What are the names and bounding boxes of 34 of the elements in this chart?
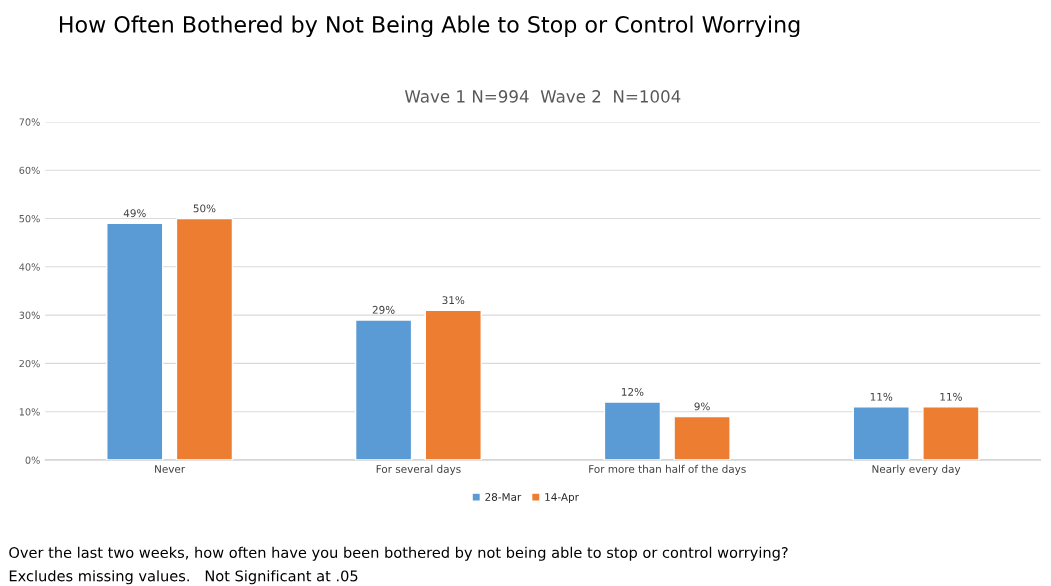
y-tick-label: 30% xyxy=(19,311,40,319)
y-tick-label: 20% xyxy=(19,359,40,368)
data-label: 11% xyxy=(940,392,962,401)
x-tick-label: Never xyxy=(155,465,186,473)
legend-label: 28-Mar xyxy=(485,493,522,501)
x-tick-label: For more than half of the days xyxy=(589,464,746,475)
bar xyxy=(673,415,731,461)
data-label: 31% xyxy=(442,296,465,305)
y-tick-label: 50% xyxy=(19,214,40,223)
y-tick-label: 10% xyxy=(19,408,40,416)
y-tick-label: 40% xyxy=(19,263,40,271)
data-label: 49% xyxy=(123,209,146,218)
data-label: 29% xyxy=(372,305,395,314)
data-label: 50% xyxy=(193,204,216,213)
text: Over the last two weeks, how often have you been bothered by not being able to stop or control worrying? xyxy=(9,546,788,561)
bar xyxy=(354,319,413,461)
chart-title: How Often Bothered by Not Being Able to Stop or Control Worrying xyxy=(59,15,800,38)
legend-label: 14-Apr xyxy=(545,493,579,503)
bar xyxy=(603,401,662,461)
x-tick-label: Nearly every day xyxy=(872,464,961,475)
bar xyxy=(175,217,234,461)
bar xyxy=(424,309,482,461)
x-tick-label: For several days xyxy=(376,464,461,475)
chart-subtitle: Wave 1 N=994 Wave 2 N=1004 xyxy=(404,90,681,103)
y-tick-label: 0% xyxy=(25,456,40,464)
text: Excludes missing values. Not Significant at .05 xyxy=(9,570,358,585)
data-label: 12% xyxy=(621,387,644,396)
bar xyxy=(106,222,164,461)
bar xyxy=(922,406,980,461)
bar xyxy=(852,406,910,461)
y-tick-label: 60% xyxy=(19,166,40,175)
data-label: 11% xyxy=(870,392,893,401)
y-tick-label: 70% xyxy=(19,118,40,126)
data-label: 9% xyxy=(694,402,710,411)
